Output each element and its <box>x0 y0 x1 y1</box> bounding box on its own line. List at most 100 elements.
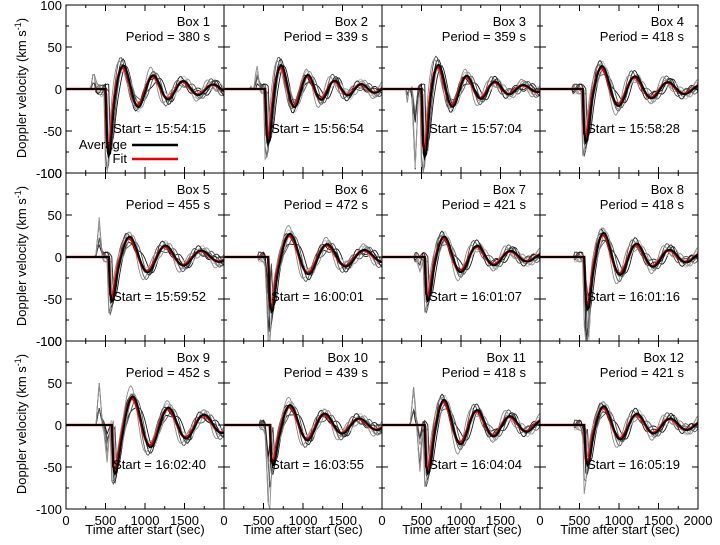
series-average <box>224 232 382 314</box>
x-tick-label: 0 <box>536 513 543 528</box>
panel-start-label: Start = 16:02:40 <box>113 457 206 472</box>
x-tick-label: 1500 <box>328 513 357 528</box>
series-individual-7 <box>540 227 698 341</box>
series-average <box>66 235 224 304</box>
x-axis-label-2: Time after start (sec) <box>243 522 362 537</box>
series-individual-1 <box>382 387 540 468</box>
y-tick-label: 100 <box>40 166 62 181</box>
panel-start-label: Start = 15:59:52 <box>113 289 206 304</box>
series-group <box>224 396 382 509</box>
series-individual-6 <box>382 55 540 173</box>
x-tick-label: 1000 <box>289 513 318 528</box>
panel-period-label: Period = 418 s <box>600 197 685 212</box>
series-group <box>382 55 540 173</box>
panel-start-label: Start = 15:58:28 <box>587 121 680 136</box>
series-average <box>224 403 382 468</box>
series-individual-5 <box>382 59 540 161</box>
panel-period-label: Period = 339 s <box>284 29 369 44</box>
panel-box-label: Box 5 <box>177 182 210 197</box>
x-tick-label: 0 <box>220 513 227 528</box>
panel-start-label: Start = 16:03:55 <box>271 457 364 472</box>
panel-box-label: Box 12 <box>644 350 684 365</box>
series-individual-4 <box>540 400 698 466</box>
x-tick-label: 0 <box>62 513 69 528</box>
y-tick-label: 0 <box>55 418 62 433</box>
y-tick-label: -50 <box>43 460 62 475</box>
panel-box-label: Box 7 <box>493 182 526 197</box>
series-average <box>382 63 540 161</box>
panel-start-label: Start = 16:01:16 <box>587 289 680 304</box>
legend-average-label: Average <box>79 137 127 152</box>
y-tick-label: 100 <box>40 334 62 349</box>
y-tick-label: 100 <box>40 0 62 13</box>
panel-box-label: Box 6 <box>335 182 368 197</box>
series-average <box>540 405 698 468</box>
panel-period-label: Period = 359 s <box>442 29 527 44</box>
x-tick-label: 0 <box>378 513 385 528</box>
x-tick-label: 1000 <box>447 513 476 528</box>
x-tick-label: 1500 <box>170 513 199 528</box>
series-average <box>224 63 382 148</box>
series-individual-1 <box>382 239 540 296</box>
x-tick-label: 500 <box>569 513 591 528</box>
series-individual-6 <box>224 56 382 158</box>
panel-box-label: Box 9 <box>177 350 210 365</box>
series-average <box>66 64 224 159</box>
y-tick-label: 50 <box>48 208 62 223</box>
x-axis-label-1: Time after start (sec) <box>85 522 204 537</box>
y-axis-label-row-1: Doppler velocity (km s-1) <box>13 18 29 158</box>
panel-box-label: Box 3 <box>493 14 526 29</box>
series-average <box>540 64 698 145</box>
series-average <box>382 235 540 303</box>
y-axis-label-row-2: Doppler velocity (km s-1) <box>13 186 29 326</box>
y-axis-label-row-3: Doppler velocity (km s-1) <box>13 354 29 494</box>
series-individual-7 <box>224 396 382 509</box>
panel-period-label: Period = 439 s <box>284 365 369 380</box>
x-tick-label: 500 <box>253 513 275 528</box>
series-individual-7 <box>224 60 382 161</box>
series-group <box>66 57 224 173</box>
x-tick-label: 1500 <box>486 513 515 528</box>
panel-box-label: Box 11 <box>486 350 526 365</box>
series-average <box>382 398 540 476</box>
x-tick-label: 500 <box>95 513 117 528</box>
series-individual-7 <box>224 224 382 341</box>
series-group <box>224 56 382 161</box>
x-tick-label: 1500 <box>644 513 673 528</box>
y-tick-label: -50 <box>43 292 62 307</box>
panel-start-label: Start = 16:04:04 <box>429 457 522 472</box>
series-average <box>66 395 224 476</box>
series-individual-2 <box>66 398 224 467</box>
panel-period-label: Period = 455 s <box>126 197 211 212</box>
panel-period-label: Period = 472 s <box>284 197 369 212</box>
panel-box-label: Box 8 <box>651 182 684 197</box>
series-individual-4 <box>382 231 540 297</box>
x-tick-label: 1000 <box>131 513 160 528</box>
x-tick-label: 500 <box>411 513 433 528</box>
series-group <box>224 224 382 341</box>
x-axis-label-4: Time after start (sec) <box>560 522 679 537</box>
series-group <box>382 387 540 488</box>
series-average <box>540 231 698 312</box>
series-group <box>66 217 224 316</box>
panel-start-label: Start = 15:57:04 <box>429 121 522 136</box>
y-tick-label: -50 <box>43 124 62 139</box>
panel-start-label: Start = 15:56:54 <box>271 121 364 136</box>
series-individual-7 <box>382 58 540 173</box>
panel-start-label: Start = 16:05:19 <box>587 457 680 472</box>
panel-period-label: Period = 421 s <box>442 197 527 212</box>
panel-box-label: Box 10 <box>328 350 368 365</box>
